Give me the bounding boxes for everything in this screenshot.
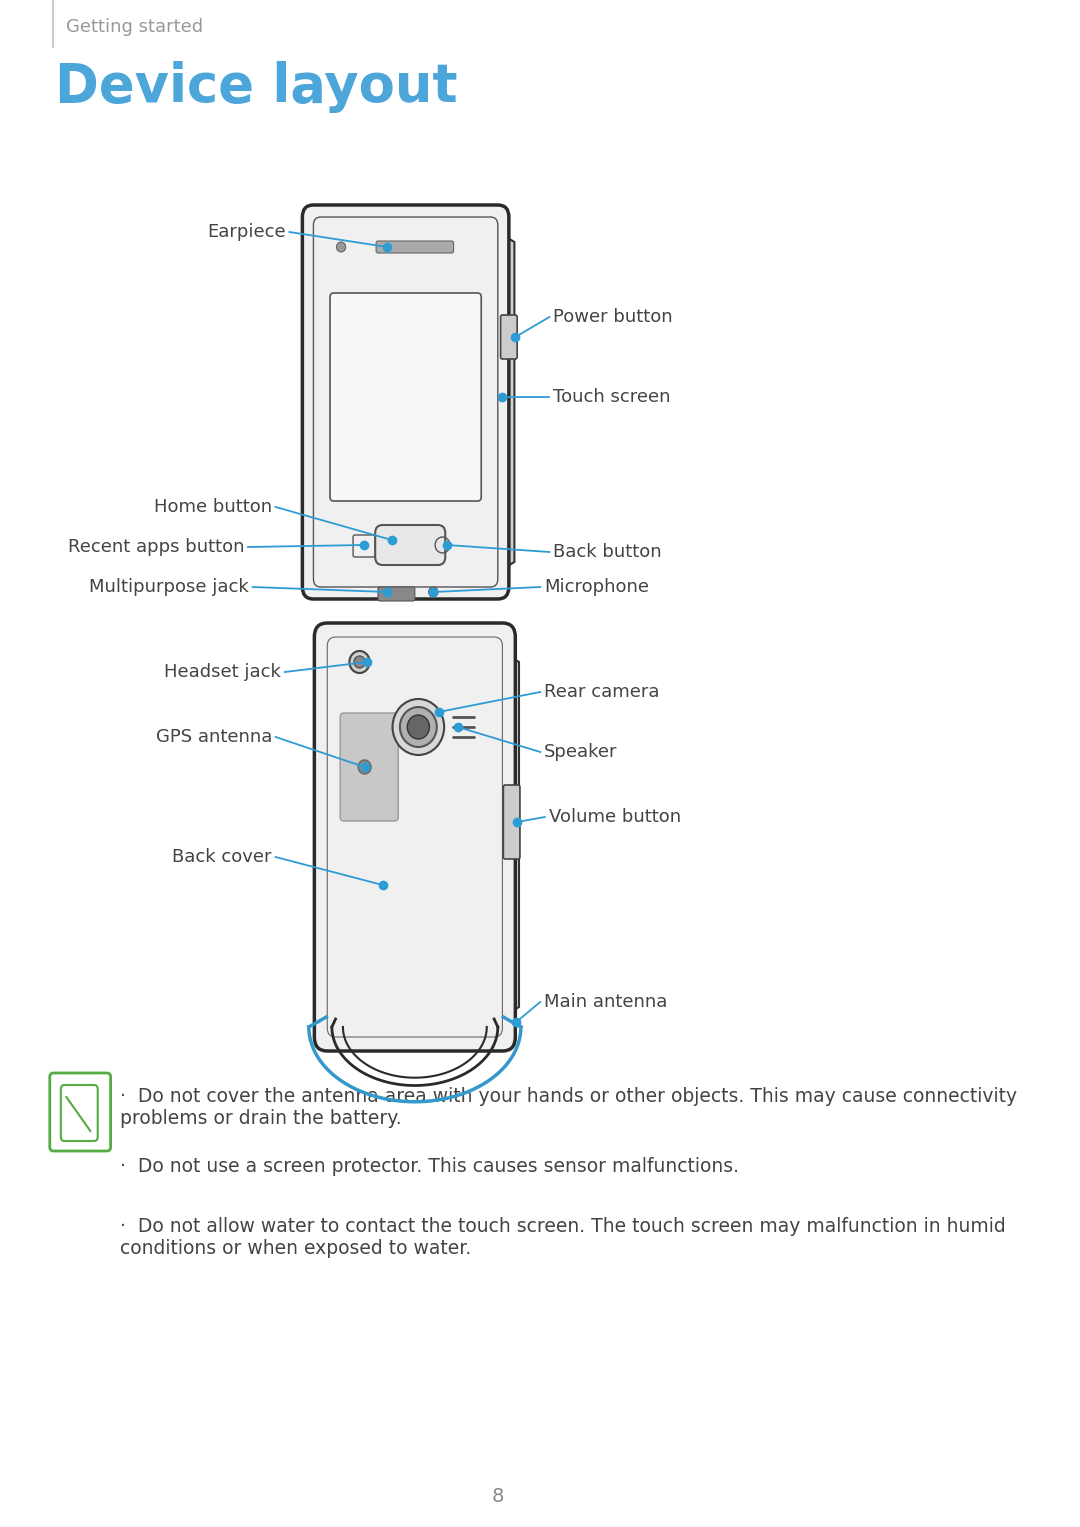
FancyBboxPatch shape bbox=[330, 293, 482, 501]
Text: Headset jack: Headset jack bbox=[164, 663, 281, 681]
Circle shape bbox=[400, 707, 436, 747]
Text: Rear camera: Rear camera bbox=[544, 683, 660, 701]
Text: Device layout: Device layout bbox=[55, 61, 458, 113]
FancyBboxPatch shape bbox=[376, 241, 454, 253]
FancyBboxPatch shape bbox=[500, 315, 517, 359]
Text: 8: 8 bbox=[491, 1487, 504, 1507]
Text: Home button: Home button bbox=[153, 498, 272, 516]
FancyBboxPatch shape bbox=[375, 525, 445, 565]
Text: Multipurpose jack: Multipurpose jack bbox=[90, 579, 248, 596]
Text: Power button: Power button bbox=[553, 308, 673, 325]
Text: ·  Do not allow water to contact the touch screen. The touch screen may malfunct: · Do not allow water to contact the touc… bbox=[120, 1217, 1005, 1258]
Text: Back button: Back button bbox=[553, 544, 662, 560]
Circle shape bbox=[429, 586, 437, 597]
Text: Touch screen: Touch screen bbox=[553, 388, 671, 406]
FancyBboxPatch shape bbox=[50, 1073, 110, 1151]
Text: GPS antenna: GPS antenna bbox=[156, 728, 272, 747]
FancyBboxPatch shape bbox=[340, 713, 399, 822]
Circle shape bbox=[407, 715, 430, 739]
FancyBboxPatch shape bbox=[302, 205, 509, 599]
Text: Speaker: Speaker bbox=[544, 744, 618, 760]
Text: Volume button: Volume button bbox=[549, 808, 680, 826]
Text: Recent apps button: Recent apps button bbox=[68, 538, 244, 556]
Text: Microphone: Microphone bbox=[544, 579, 649, 596]
FancyBboxPatch shape bbox=[378, 586, 415, 602]
Circle shape bbox=[359, 760, 372, 774]
Polygon shape bbox=[498, 232, 514, 573]
Circle shape bbox=[354, 657, 365, 667]
Polygon shape bbox=[502, 652, 519, 1017]
FancyBboxPatch shape bbox=[314, 623, 515, 1051]
Text: ·  Do not use a screen protector. This causes sensor malfunctions.: · Do not use a screen protector. This ca… bbox=[120, 1157, 739, 1176]
Text: Getting started: Getting started bbox=[66, 18, 203, 37]
Text: Earpiece: Earpiece bbox=[207, 223, 286, 241]
FancyBboxPatch shape bbox=[503, 785, 519, 860]
Text: Main antenna: Main antenna bbox=[544, 993, 667, 1011]
Text: Back cover: Back cover bbox=[173, 847, 272, 866]
Circle shape bbox=[350, 651, 369, 673]
Text: ·  Do not cover the antenna area with your hands or other objects. This may caus: · Do not cover the antenna area with you… bbox=[120, 1087, 1017, 1128]
Circle shape bbox=[392, 699, 444, 754]
Circle shape bbox=[337, 241, 346, 252]
